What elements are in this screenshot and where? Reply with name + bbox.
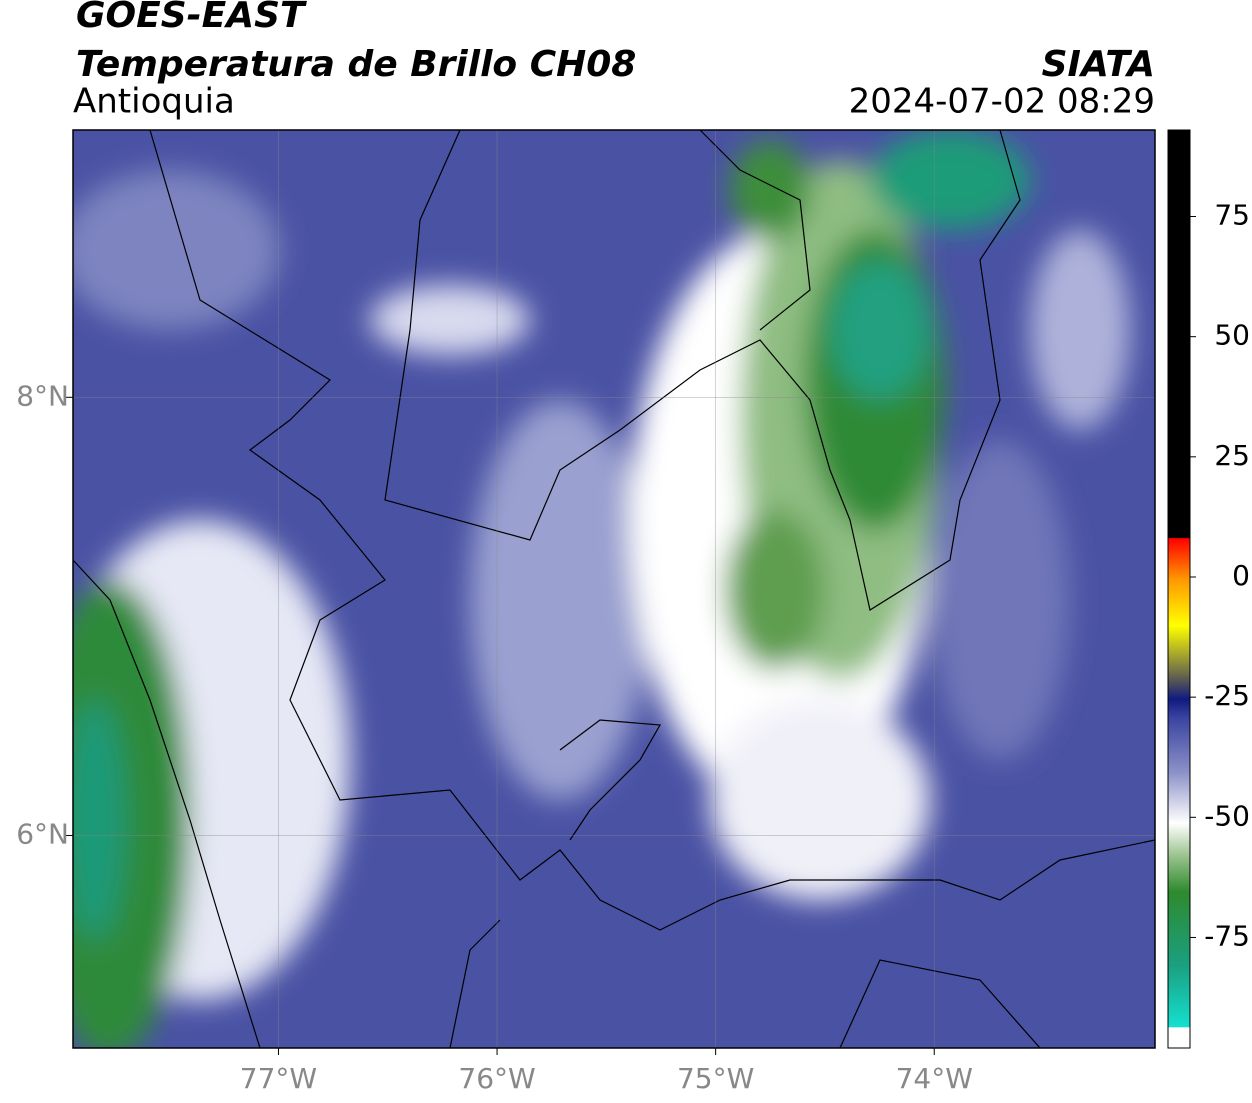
colorbar-tick-label: 50 [1214, 319, 1250, 352]
x-tick-label: 77°W [240, 1062, 317, 1095]
datetime: 2024-07-02 08:29 [849, 82, 1155, 122]
satellite-image [73, 130, 1155, 1048]
title: GOES-EAST [76, 0, 307, 36]
subtitle: Temperatura de Brillo CH08 [76, 44, 636, 85]
region: Antioquia [73, 82, 235, 122]
colorbar-tick-label: 0 [1232, 559, 1250, 592]
source: SIATA [1042, 44, 1155, 85]
colorbar [1167, 129, 1191, 1049]
y-tick-label: 8°N [16, 379, 69, 412]
map-frame [72, 129, 1156, 1049]
colorbar-tick-label: -75 [1204, 919, 1250, 952]
x-tick-label: 75°W [677, 1062, 754, 1095]
colorbar-tick-label: 75 [1214, 199, 1250, 232]
colorbar-tick-label: -25 [1204, 679, 1250, 712]
x-tick-label: 74°W [896, 1062, 973, 1095]
y-tick-label: 6°N [16, 817, 69, 850]
colorbar-tick-label: 25 [1214, 439, 1250, 472]
x-tick-label: 76°W [458, 1062, 535, 1095]
colorbar-tick-label: -50 [1204, 799, 1250, 832]
